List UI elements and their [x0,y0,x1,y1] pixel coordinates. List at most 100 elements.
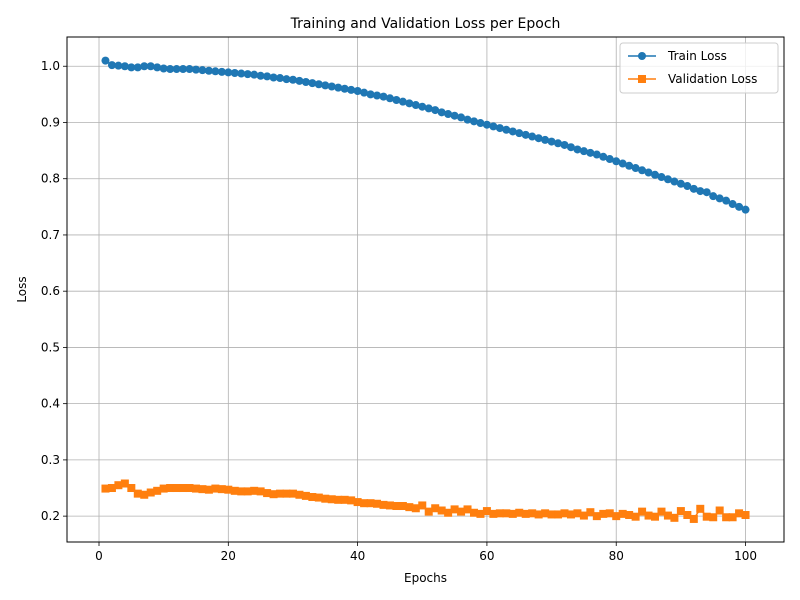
data-point [722,513,731,522]
data-point [334,495,343,504]
data-point [172,65,181,74]
data-point [521,130,530,139]
data-point [444,508,453,517]
x-tick-label: 0 [95,549,103,563]
data-point [476,119,485,128]
data-point [204,66,213,75]
data-point [250,70,259,79]
data-point [431,106,440,115]
plot-frame [66,36,785,543]
data-point [663,511,672,520]
data-point [463,505,472,514]
data-point [502,125,511,134]
series-layer [101,56,750,523]
data-point [256,71,265,80]
data-point [405,503,414,512]
data-point [314,80,323,89]
x-tick-label: 20 [221,549,236,563]
data-point [133,63,142,72]
data-point [107,61,116,70]
data-point [560,140,569,149]
data-point [256,487,265,496]
data-point [411,504,420,513]
data-point [579,511,588,520]
y-axis-label: Loss [15,276,29,302]
data-point [230,486,239,495]
data-point [554,139,563,148]
y-tick-label: 0.2 [41,509,60,523]
data-point [172,484,181,493]
data-point [159,64,168,73]
legend-train-marker [638,52,646,60]
data-point [120,479,129,488]
data-point [146,488,155,497]
legend-validation-label: Validation Loss [668,72,757,86]
data-point [353,86,362,95]
data-point [631,512,640,521]
data-point [146,62,155,71]
data-point [334,83,343,92]
data-point [237,69,246,78]
data-point [114,61,123,70]
data-point [424,507,433,516]
data-point [450,111,459,120]
data-point [599,152,608,161]
data-point [579,147,588,156]
data-point [243,487,252,496]
data-point [120,62,129,71]
data-point [353,498,362,507]
y-tick-label: 0.5 [41,340,60,354]
legend-validation-marker [638,75,646,83]
data-point [133,489,142,498]
data-point [340,495,349,504]
data-point [728,513,737,522]
data-point [127,484,136,493]
data-point [198,485,207,494]
data-point [521,509,530,518]
data-point [663,175,672,184]
data-point [282,75,291,84]
data-point [605,509,614,518]
data-point [689,184,698,193]
data-point [301,77,310,86]
y-tick-label: 0.7 [41,228,60,242]
data-point [431,504,440,513]
data-point [560,509,569,518]
data-point [469,117,478,126]
data-point [314,493,323,502]
y-tick-label: 0.8 [41,172,60,186]
data-point [657,507,666,516]
data-point [347,496,356,505]
data-point [554,510,563,519]
data-point [385,501,394,510]
data-point [702,188,711,197]
data-point [282,489,291,498]
data-point [625,511,634,520]
data-point [250,486,259,495]
data-point [670,177,679,186]
data-point [101,56,110,65]
ticks: 0 20 40 60 80 100 0.2 0.3 0.4 0.5 0.6 0.7 0.8 0.9 1.0 [41,59,757,563]
data-point [469,508,478,517]
data-point [709,192,718,201]
data-point [625,161,634,170]
grid [67,37,784,542]
data-point [230,68,239,77]
data-point [612,512,621,521]
data-point [379,500,388,509]
data-point [592,150,601,159]
data-point [741,205,750,214]
data-point [657,173,666,182]
data-point [321,81,330,90]
data-point [547,510,556,519]
data-point [670,513,679,522]
data-point [166,484,175,493]
data-point [347,85,356,94]
data-point [159,484,168,493]
data-point [140,62,149,71]
legend-train-label: Train Loss [667,49,727,63]
data-point [508,127,517,136]
data-point [463,115,472,124]
data-point [360,88,369,97]
data-point [683,511,692,520]
